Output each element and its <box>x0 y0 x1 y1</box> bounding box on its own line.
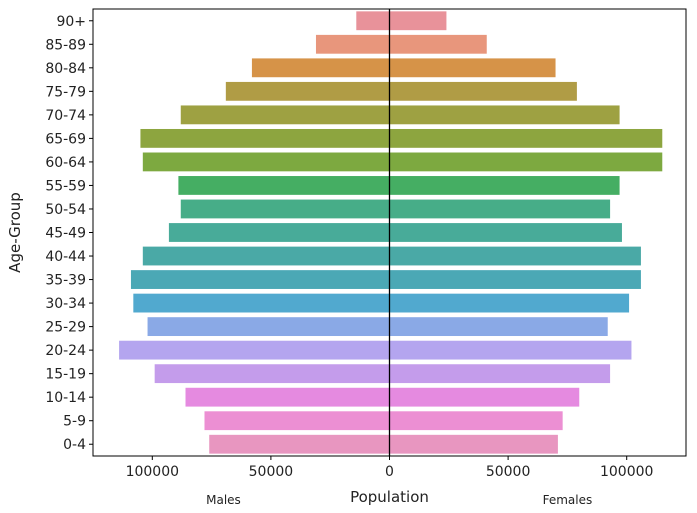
bar-right-80-84 <box>389 58 556 78</box>
bar-left-15-19 <box>154 364 390 384</box>
bar-right-10-14 <box>389 387 580 407</box>
bar-right-85-89 <box>389 34 487 54</box>
y-tick-label: 0-4 <box>63 437 86 453</box>
bar-right-40-44 <box>389 246 641 266</box>
y-tick-label: 75-79 <box>45 84 86 100</box>
bar-left-50-54 <box>180 199 390 219</box>
y-tick-label: 50-54 <box>45 202 86 218</box>
bar-group <box>119 11 663 454</box>
y-tick-label: 15-19 <box>45 367 86 383</box>
bar-right-25-29 <box>389 317 608 337</box>
bar-right-65-69 <box>389 128 663 148</box>
bar-left-5-9 <box>204 411 390 431</box>
bar-left-20-24 <box>119 340 390 360</box>
y-tick-label: 65-69 <box>45 131 86 147</box>
y-tick-label: 20-24 <box>45 343 86 359</box>
y-tick-label: 55-59 <box>45 178 86 194</box>
bar-left-55-59 <box>178 176 390 195</box>
bar-right-5-9 <box>389 411 563 431</box>
bar-left-25-29 <box>147 317 390 337</box>
x-axis-ticks: 100000 50000 0 50000 100000 <box>126 456 653 480</box>
bar-left-35-39 <box>130 270 390 289</box>
y-tick-label: 30-34 <box>45 296 86 312</box>
bar-left-40-44 <box>142 246 390 266</box>
y-tick-label: 40-44 <box>45 249 86 265</box>
y-tick-label: 45-49 <box>45 226 86 242</box>
bar-right-60-64 <box>389 152 663 172</box>
y-tick-label: 90+ <box>56 14 86 30</box>
y-tick-label: 80-84 <box>45 61 86 77</box>
y-tick-label: 60-64 <box>45 155 86 171</box>
x-axis-label: Population <box>350 488 429 506</box>
annotation-males: Males <box>206 493 241 507</box>
annotation-group: Males Females <box>206 493 592 507</box>
bar-right-20-24 <box>389 340 632 360</box>
y-tick-label: 5-9 <box>63 414 86 430</box>
bar-left-85-89 <box>315 34 390 54</box>
bar-left-65-69 <box>140 128 390 148</box>
y-tick-label: 85-89 <box>45 37 86 53</box>
y-tick-label: 70-74 <box>45 108 86 124</box>
bar-right-30-34 <box>389 293 630 313</box>
x-tick-label: 0 <box>385 464 394 480</box>
bar-left-0-4 <box>209 434 390 454</box>
bar-left-30-34 <box>133 293 390 313</box>
bar-left-70-74 <box>180 105 390 125</box>
y-tick-label: 10-14 <box>45 390 86 406</box>
bar-right-0-4 <box>389 434 558 454</box>
y-axis-label: Age-Group <box>6 192 24 273</box>
bar-right-70-74 <box>389 105 620 125</box>
bar-left-10-14 <box>185 387 390 407</box>
y-tick-label: 25-29 <box>45 320 86 336</box>
y-tick-label: 35-39 <box>45 273 86 289</box>
bar-right-15-19 <box>389 364 611 384</box>
x-tick-label: 50000 <box>249 464 294 480</box>
bar-right-45-49 <box>389 223 622 242</box>
bar-left-90+ <box>356 11 390 31</box>
annotation-females: Females <box>543 493 593 507</box>
bar-right-35-39 <box>389 270 641 289</box>
bar-right-90+ <box>389 11 447 31</box>
bar-right-75-79 <box>389 81 577 101</box>
x-tick-label: 50000 <box>486 464 531 480</box>
bar-left-80-84 <box>251 58 390 78</box>
bar-left-75-79 <box>225 81 390 101</box>
bar-left-60-64 <box>142 152 390 172</box>
bar-left-45-49 <box>168 223 390 242</box>
y-axis-ticks: 90+ 85-89 80-84 75-79 70-74 65-69 60-64 55-59 50… <box>45 14 93 453</box>
bar-right-50-54 <box>389 199 611 219</box>
bar-right-55-59 <box>389 176 620 195</box>
x-tick-label: 100000 <box>600 464 653 480</box>
x-tick-label: 100000 <box>126 464 179 480</box>
